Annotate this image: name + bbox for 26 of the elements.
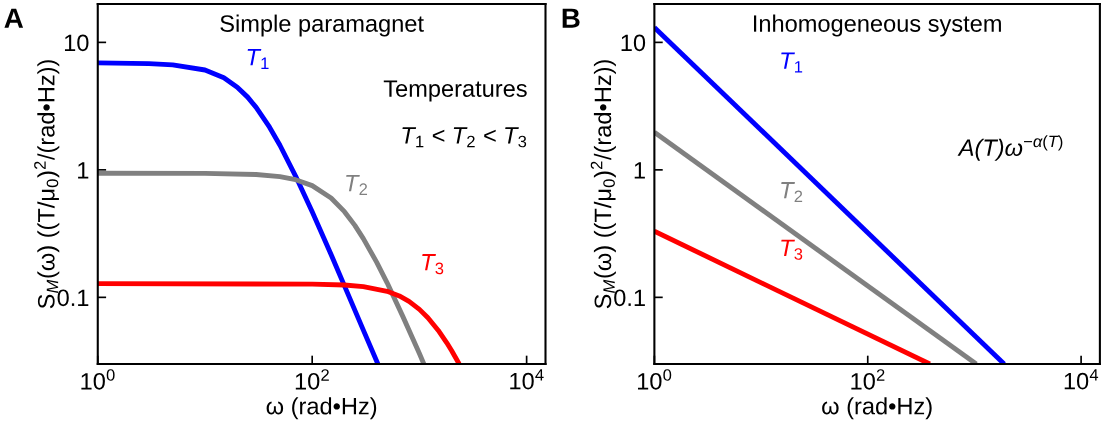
chart-title: Inhomogeneous system	[753, 14, 1001, 37]
x-tick-label: 10$^{4}$	[1064, 369, 1099, 390]
x-axis-title: ω (rad•Hz)	[266, 397, 377, 420]
y-tick-label: 10	[621, 34, 646, 52]
text: B	[562, 8, 580, 28]
x-tick-label: 10$^{4}$	[510, 369, 544, 390]
y-tick-label: 1	[78, 162, 89, 179]
series-label: T$_{1}$	[247, 48, 269, 69]
x-axis-title: ω (rad•Hz)	[822, 397, 932, 420]
series-label: T$_{3}$	[781, 239, 803, 260]
x-tick-label: 10$^{2}$	[295, 369, 329, 390]
series-label: T$_{3}$	[422, 254, 444, 275]
chart-title: Simple paramagnet	[220, 14, 424, 37]
annotation: A(T)ω$^{−α(T)}$	[957, 135, 1063, 161]
y-tick-label: 1	[634, 162, 645, 179]
x-tick-label: 10$^{0}$	[81, 369, 115, 390]
x-tick-label: 10$^{0}$	[638, 369, 672, 390]
annotation: T$_{1}$ < T$_{2}$ < T$_{3}$	[402, 127, 527, 148]
annotation: Temperatures	[383, 80, 527, 102]
x-tick-label: 10$^{2}$	[851, 369, 885, 390]
text: A	[4, 8, 24, 28]
y-tick-label: 10	[64, 34, 89, 52]
series-label: T$_{2}$	[781, 182, 803, 203]
text: T$_{1}$	[781, 52, 803, 73]
y-tick-label: 0.1	[614, 289, 645, 307]
series-label: T$_{2}$	[346, 174, 368, 195]
